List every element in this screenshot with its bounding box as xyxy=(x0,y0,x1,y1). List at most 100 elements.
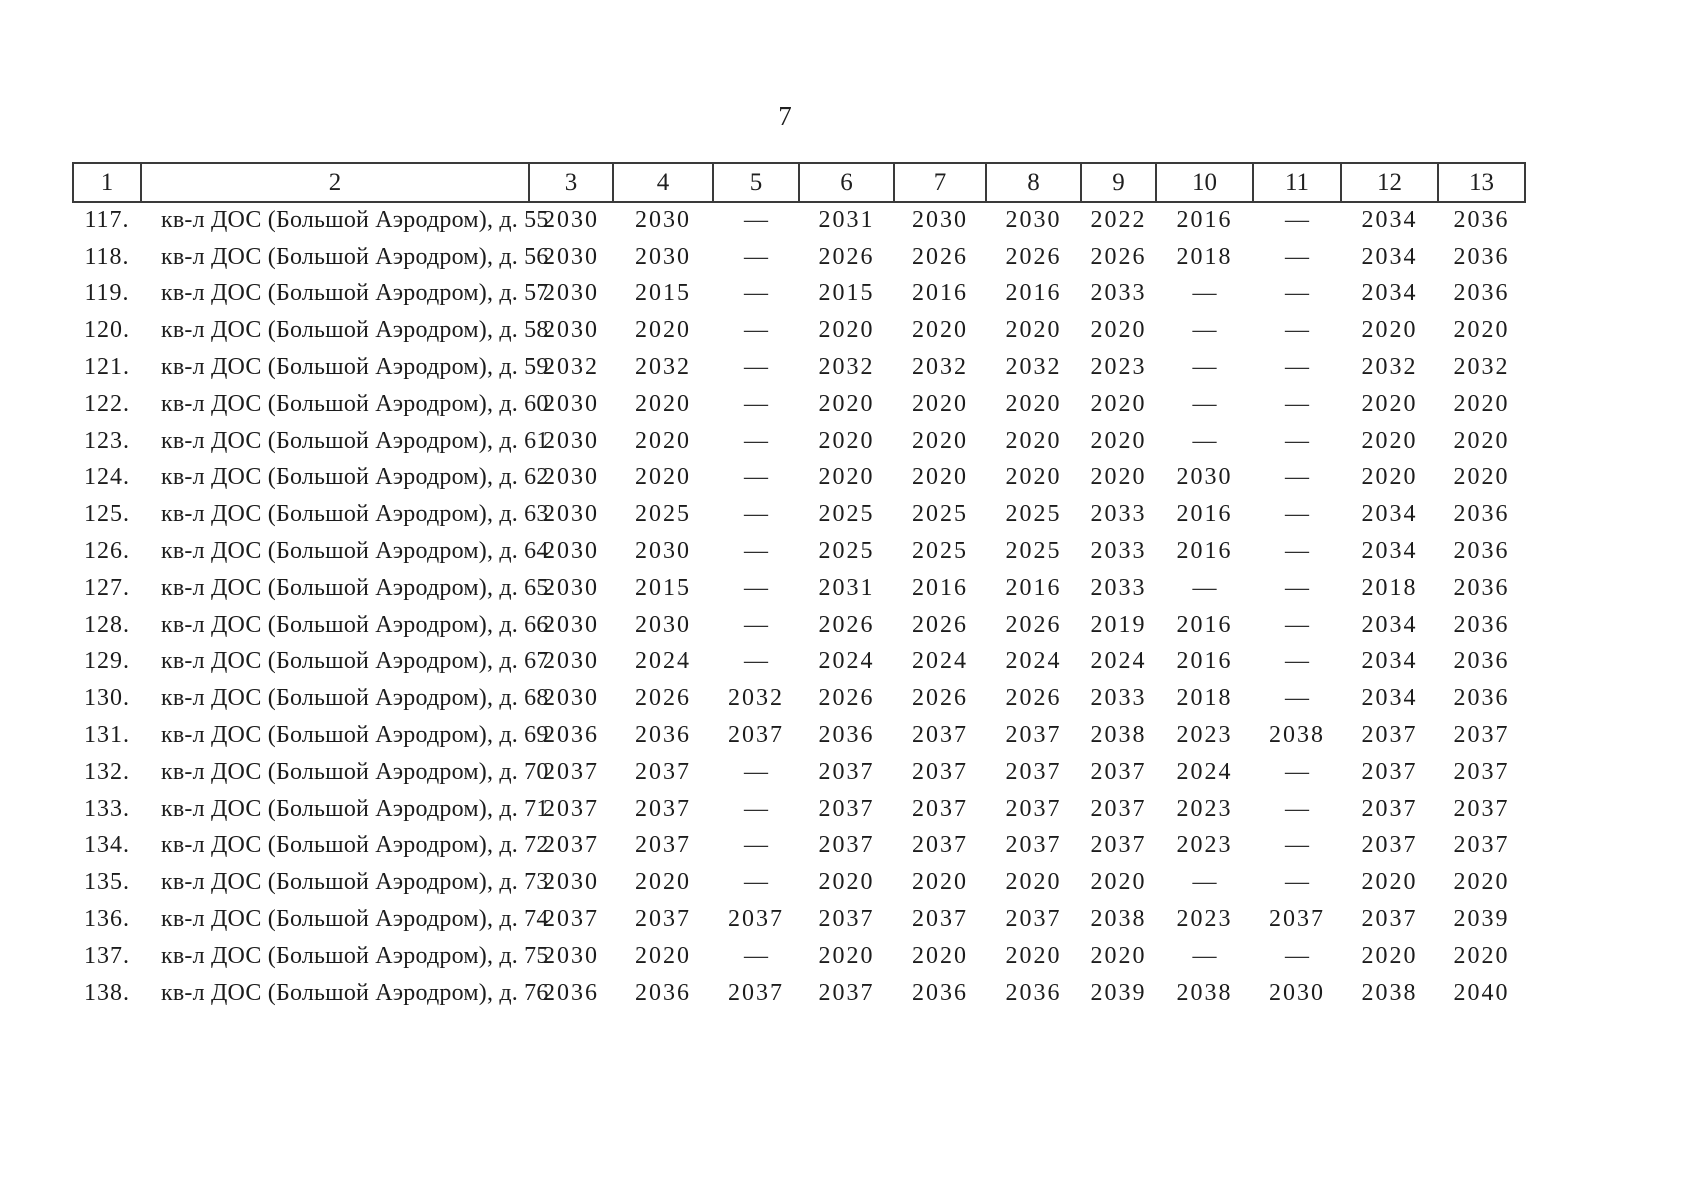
year-cell: 2037 xyxy=(543,758,599,785)
year-cell: 2020 xyxy=(1090,427,1147,454)
table-row: 136. кв-л ДОС (Большой Аэродром), д. 74 20… xyxy=(73,901,1525,938)
year-cell: 2036 xyxy=(543,722,599,749)
dash-cell: — xyxy=(744,832,768,859)
year-cell: 2024 xyxy=(1090,648,1147,675)
address-cell: кв-л ДОС (Большой Аэродром), д. 67 xyxy=(161,648,549,675)
table-row: 126. кв-л ДОС (Большой Аэродром), д. 64 20… xyxy=(73,533,1525,570)
dash-cell: — xyxy=(1192,354,1217,381)
year-cell: 2037 xyxy=(1453,722,1510,749)
address-cell: кв-л ДОС (Большой Аэродром), д. 75 xyxy=(161,942,549,969)
year-cell: 2030 xyxy=(1005,207,1062,234)
year-cell: 2034 xyxy=(1361,207,1418,234)
year-cell: 2030 xyxy=(543,942,599,969)
column-header: 9 xyxy=(1080,162,1157,203)
year-cell: 2037 xyxy=(1361,722,1418,749)
table-row: 135. кв-л ДОС (Большой Аэродром), д. 73 20… xyxy=(73,864,1525,901)
table-header-row: 1 2 3 4 5 6 7 8 9 10 11 12 13 xyxy=(72,162,1526,203)
year-cell: 2034 xyxy=(1361,243,1418,270)
year-cell: 2020 xyxy=(1090,942,1147,969)
dash-cell: — xyxy=(1285,574,1309,601)
year-cell: 2025 xyxy=(818,538,875,565)
address-cell: кв-л ДОС (Большой Аэродром), д. 72 xyxy=(161,832,549,859)
year-cell: 2016 xyxy=(1176,648,1233,675)
year-cell: 2015 xyxy=(818,280,875,307)
year-cell: 2032 xyxy=(1005,354,1062,381)
year-cell: 2020 xyxy=(912,869,968,896)
year-cell: 2030 xyxy=(543,501,599,528)
year-cell: 2026 xyxy=(1005,611,1062,638)
year-cell: 2015 xyxy=(635,574,691,601)
address-cell: кв-л ДОС (Большой Аэродром), д. 65 xyxy=(161,574,549,601)
year-cell: 2036 xyxy=(1453,280,1510,307)
row-number-cell: 128. xyxy=(84,611,130,638)
address-cell: кв-л ДОС (Большой Аэродром), д. 69 xyxy=(161,722,549,749)
year-cell: 2034 xyxy=(1361,280,1418,307)
address-cell: кв-л ДОС (Большой Аэродром), д. 58 xyxy=(161,317,549,344)
row-number-cell: 117. xyxy=(84,207,130,234)
year-cell: 2025 xyxy=(1005,538,1062,565)
dash-cell: — xyxy=(1285,390,1309,417)
year-cell: 2037 xyxy=(728,979,784,1006)
year-cell: 2030 xyxy=(543,611,599,638)
year-cell: 2020 xyxy=(1005,317,1062,344)
year-cell: 2020 xyxy=(1453,942,1510,969)
year-cell: 2037 xyxy=(912,795,968,822)
dash-cell: — xyxy=(1285,685,1309,712)
column-header: 3 xyxy=(528,162,614,203)
year-cell: 2030 xyxy=(543,574,599,601)
year-cell: 2020 xyxy=(635,942,691,969)
year-cell: 2030 xyxy=(543,464,599,491)
dash-cell: — xyxy=(1285,243,1309,270)
year-cell: 2020 xyxy=(635,464,691,491)
year-cell: 2037 xyxy=(818,832,875,859)
column-header: 11 xyxy=(1252,162,1342,203)
row-number-cell: 121. xyxy=(84,354,130,381)
dash-cell: — xyxy=(744,501,768,528)
year-cell: 2037 xyxy=(1005,722,1062,749)
address-cell: кв-л ДОС (Большой Аэродром), д. 56 xyxy=(161,243,549,270)
table-row: 118. кв-л ДОС (Большой Аэродром), д. 56 20… xyxy=(73,239,1525,276)
year-cell: 2037 xyxy=(912,832,968,859)
year-cell: 2038 xyxy=(1176,979,1233,1006)
year-cell: 2020 xyxy=(1090,390,1147,417)
year-cell: 2032 xyxy=(728,685,784,712)
year-cell: 2036 xyxy=(1453,574,1510,601)
year-cell: 2020 xyxy=(912,390,968,417)
table-header: 1 2 3 4 5 6 7 8 9 10 11 12 13 xyxy=(72,162,1526,203)
year-cell: 2018 xyxy=(1176,685,1233,712)
year-cell: 2037 xyxy=(912,906,968,933)
year-cell: 2020 xyxy=(1361,427,1418,454)
table-row: 123. кв-л ДОС (Большой Аэродром), д. 61 20… xyxy=(73,423,1525,460)
table-row: 127. кв-л ДОС (Большой Аэродром), д. 65 20… xyxy=(73,570,1525,607)
dash-cell: — xyxy=(744,758,768,785)
year-cell: 2020 xyxy=(818,427,875,454)
table-row: 132. кв-л ДОС (Большой Аэродром), д. 70 20… xyxy=(73,754,1525,791)
year-cell: 2037 xyxy=(1005,906,1062,933)
year-cell: 2023 xyxy=(1176,795,1233,822)
year-cell: 2031 xyxy=(818,207,875,234)
year-cell: 2037 xyxy=(635,832,691,859)
table-row: 130. кв-л ДОС (Большой Аэродром), д. 68 20… xyxy=(73,680,1525,717)
year-cell: 2032 xyxy=(818,354,875,381)
year-cell: 2020 xyxy=(912,427,968,454)
year-cell: 2036 xyxy=(1453,611,1510,638)
dash-cell: — xyxy=(744,538,768,565)
year-cell: 2020 xyxy=(1453,464,1510,491)
year-cell: 2020 xyxy=(912,942,968,969)
year-cell: 2025 xyxy=(818,501,875,528)
dash-cell: — xyxy=(1285,501,1309,528)
dash-cell: — xyxy=(1285,464,1309,491)
page-number: 7 xyxy=(778,101,792,131)
row-number-cell: 126. xyxy=(84,538,130,565)
year-cell: 2022 xyxy=(1090,207,1147,234)
year-cell: 2037 xyxy=(818,906,875,933)
dash-cell: — xyxy=(1192,869,1217,896)
row-number-cell: 130. xyxy=(84,685,130,712)
table-row: 120. кв-л ДОС (Большой Аэродром), д. 58 20… xyxy=(73,312,1525,349)
year-cell: 2037 xyxy=(1090,795,1147,822)
address-cell: кв-л ДОС (Большой Аэродром), д. 60 xyxy=(161,390,549,417)
year-cell: 2037 xyxy=(635,795,691,822)
table-row: 137. кв-л ДОС (Большой Аэродром), д. 75 20… xyxy=(73,938,1525,975)
year-cell: 2038 xyxy=(1269,722,1325,749)
year-cell: 2020 xyxy=(1361,942,1418,969)
